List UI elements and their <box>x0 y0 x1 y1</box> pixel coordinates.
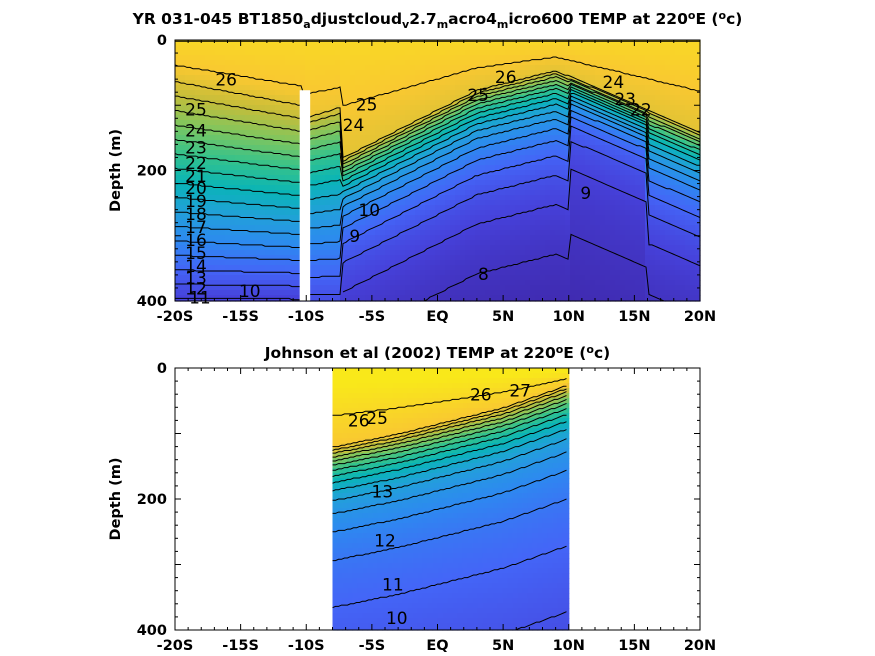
contour-label: 8 <box>478 265 489 285</box>
x-tick-label: -15S <box>222 309 259 325</box>
title-part: m <box>437 18 448 31</box>
contour-label: 9 <box>349 227 360 247</box>
contour-label: 19 <box>185 192 207 212</box>
x-tick-label: 15N <box>618 309 650 325</box>
contour-label: 24 <box>603 73 625 93</box>
contour-label: 12 <box>374 532 396 552</box>
x-tick-label: -10S <box>288 638 325 654</box>
title-part: o <box>586 343 594 356</box>
contour-label: 26 <box>470 386 492 406</box>
contour-label: 20 <box>185 179 207 199</box>
x-tick-label: 20N <box>684 638 716 654</box>
title-part: E ( <box>695 10 718 28</box>
contour-label: 11 <box>189 288 211 308</box>
contour-label: 18 <box>185 205 207 225</box>
y-tick-label: 200 <box>137 164 167 180</box>
contour-label: 25 <box>467 86 489 106</box>
x-axis: -20S -15S -10S -5S EQ 5N 10N 15N 20N <box>157 40 716 325</box>
contour-label: 10 <box>239 282 261 302</box>
y-tick-label: 200 <box>137 492 167 508</box>
x-tick-label: 15N <box>618 638 650 654</box>
contour-label: 13 <box>372 482 394 502</box>
contour-label: 22 <box>630 100 652 120</box>
x-tick-label: 10N <box>553 309 585 325</box>
x-tick-label: -20S <box>157 309 194 325</box>
x-tick-label: -5S <box>359 309 386 325</box>
y-tick-label: 400 <box>137 623 167 639</box>
title-part: o <box>688 9 696 22</box>
contour-label: 10 <box>386 609 408 629</box>
title-part: a <box>303 18 310 31</box>
title-part: djustcloud <box>311 10 402 28</box>
contour-label: 26 <box>495 68 517 88</box>
y-axis: 0 200 400 <box>137 361 700 639</box>
title-part: Johnson et al (2002) TEMP at 220 <box>264 344 556 362</box>
x-tick-label: EQ <box>426 638 448 654</box>
contour-label: 24 <box>185 121 207 141</box>
x-tick-label: -20S <box>157 638 194 654</box>
title-part: c) <box>726 10 742 28</box>
title-part: o <box>719 9 727 22</box>
contour-label: 9 <box>580 184 591 204</box>
x-tick-label: -15S <box>222 638 259 654</box>
title-part: icro600 TEMP at 220 <box>508 10 688 28</box>
isotherm-lines <box>332 378 567 631</box>
isotherm-lines <box>174 40 701 302</box>
chart-title: Johnson et al (2002) TEMP at 220oE (oc) <box>264 343 610 362</box>
contour-label: 27 <box>509 382 531 402</box>
y-tick-label: 0 <box>157 33 167 49</box>
contour-label: 26 <box>348 412 370 432</box>
x-tick-label: 5N <box>492 638 514 654</box>
title-part: YR 031-045 BT1850 <box>132 10 304 28</box>
contour-label: 25 <box>366 409 388 429</box>
masked-column <box>299 90 311 302</box>
temperature-field <box>332 368 570 631</box>
contour-label: 13 <box>185 269 207 289</box>
x-tick-label: 10N <box>553 638 585 654</box>
contour-label: 24 <box>343 116 365 136</box>
contour-label: 12 <box>185 279 207 299</box>
title-part: 2.7 <box>409 10 436 28</box>
contour-label: 16 <box>185 231 207 251</box>
x-tick-label: -5S <box>359 638 386 654</box>
y-axis-label: Depth (m) <box>108 458 124 541</box>
y-axis-label: Depth (m) <box>108 129 124 212</box>
title-part: v <box>402 18 410 31</box>
title-part: m <box>497 18 508 31</box>
contour-label: 25 <box>185 100 207 120</box>
contour-label: 22 <box>185 154 207 174</box>
contour-label: 17 <box>185 218 207 238</box>
x-tick-label: 20N <box>684 309 716 325</box>
y-tick-label: 400 <box>137 294 167 310</box>
x-tick-label: -10S <box>288 309 325 325</box>
contour-label: 25 <box>356 95 378 115</box>
contour-label: 21 <box>185 167 207 187</box>
y-axis: 0 200 400 <box>137 33 700 310</box>
chart-title: YR 031-045 BT1850adjustcloudv2.7macro4mi… <box>132 9 743 31</box>
contour-label: 23 <box>185 138 207 158</box>
title-part: acro4 <box>448 10 497 28</box>
title-part: E ( <box>563 344 586 362</box>
contour-label: 10 <box>358 201 380 221</box>
contour-label: 23 <box>614 90 636 110</box>
contour-label: 11 <box>382 575 404 595</box>
x-tick-label: EQ <box>426 309 448 325</box>
title-part: o <box>556 343 564 356</box>
x-tick-label: 5N <box>492 309 514 325</box>
title-part: c) <box>594 344 610 362</box>
contour-label: 26 <box>215 70 237 90</box>
contour-label: 15 <box>185 244 207 264</box>
x-axis: -20S -15S -10S -5S EQ 5N 10N 15N 20N <box>157 368 716 654</box>
y-tick-label: 0 <box>157 361 167 377</box>
contour-label: 14 <box>185 257 207 277</box>
